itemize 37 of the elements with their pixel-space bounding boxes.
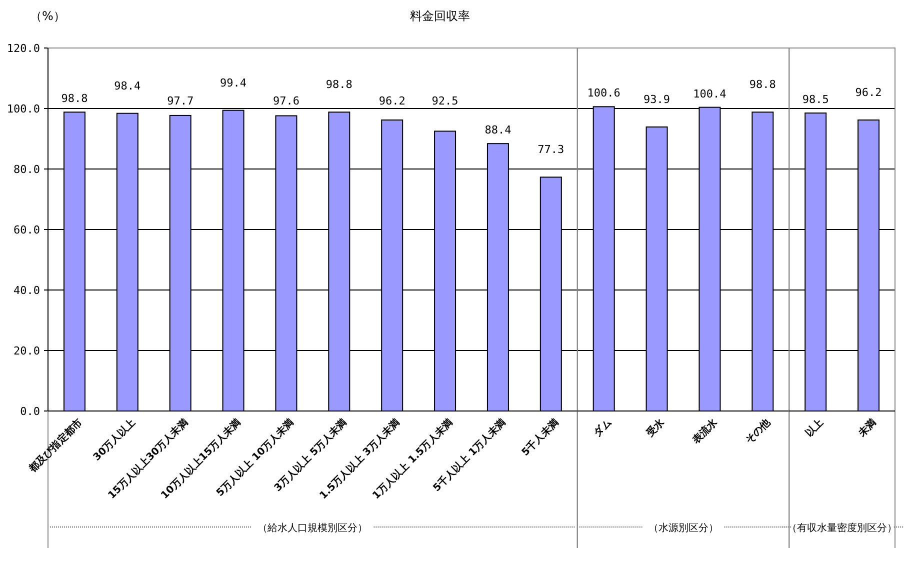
- data-label: 98.8: [749, 78, 776, 92]
- y-tick-label: 100.0: [6, 102, 40, 116]
- x-tick-label: 受水: [644, 416, 668, 440]
- data-label: 96.2: [378, 94, 406, 108]
- y-tick-label: 80.0: [14, 163, 40, 176]
- y-tick-label: 40.0: [14, 284, 40, 297]
- data-label: 77.3: [538, 143, 564, 156]
- data-label: 96.2: [855, 86, 882, 99]
- data-label: 99.4: [220, 76, 247, 90]
- data-label: 98.4: [114, 79, 142, 92]
- x-axis-title: （給水人口規模別区分）: [258, 522, 368, 534]
- data-label: 100.4: [693, 87, 727, 100]
- x-tick-label: 30万人以上: [90, 416, 138, 464]
- x-axis-title: （有収水量密度別区分）: [787, 522, 898, 534]
- x-tick-label: ダム: [591, 416, 614, 440]
- y-tick-label: 120.0: [6, 42, 40, 55]
- data-label: 98.8: [326, 78, 352, 92]
- y-tick-label: 60.0: [14, 224, 40, 236]
- data-label: 88.4: [484, 124, 512, 137]
- x-tick-label: 都及び指定都市: [26, 416, 85, 476]
- data-label: 98.8: [61, 92, 88, 106]
- data-label: 98.5: [802, 93, 829, 106]
- data-label: 97.7: [167, 94, 194, 108]
- x-tick-label: その他: [743, 416, 774, 446]
- x-tick-label: 表流水: [689, 416, 721, 448]
- chart-title: 料金回収率: [410, 9, 470, 23]
- y-tick-label: 0.0: [20, 405, 40, 418]
- x-tick-label: 5千人未満: [519, 416, 562, 458]
- data-label: 93.9: [644, 92, 670, 106]
- data-label: 100.6: [587, 86, 620, 100]
- data-label: 97.6: [272, 94, 300, 108]
- data-label: 92.5: [432, 94, 458, 108]
- x-axis-title: （水源別区分）: [648, 522, 718, 534]
- x-tick-label: 以上: [803, 416, 826, 440]
- x-tick-label: 未満: [855, 416, 879, 440]
- y-tick-label: 20.0: [14, 344, 40, 358]
- y-axis-title: （%）: [30, 9, 66, 23]
